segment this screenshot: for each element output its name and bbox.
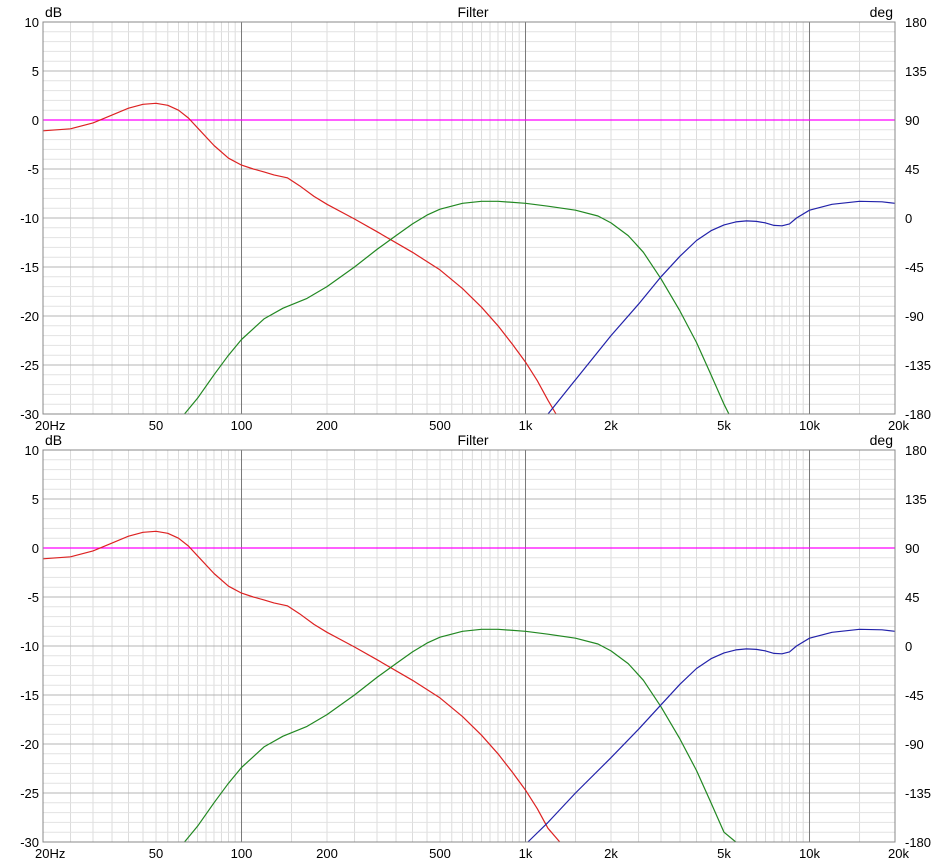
- y-tick-label: -25: [20, 358, 39, 373]
- series-line-1: [42, 102, 557, 415]
- y-tick-label: -5: [27, 162, 39, 177]
- plot-frame: [42, 21, 896, 415]
- y-tick-label: 0: [32, 113, 39, 128]
- x-tick-label: 50: [149, 846, 163, 859]
- y2-tick-label: -135: [905, 358, 931, 373]
- y2-tick-label: -90: [905, 309, 924, 324]
- y-tick-label: -10: [20, 211, 39, 226]
- x-tick-label: 200: [316, 418, 338, 432]
- x-tick-label: 2k: [604, 418, 618, 432]
- x-tick-label: 500: [429, 418, 451, 432]
- x-tick-label: 2k: [604, 846, 618, 859]
- y-axis-label: dB: [45, 432, 62, 448]
- x-tick-label: 20Hz: [35, 418, 65, 432]
- y2-tick-label: 90: [905, 541, 919, 556]
- x-tick-label: 50: [149, 418, 163, 432]
- y-tick-label: -20: [20, 737, 39, 752]
- series-line-3: [547, 200, 896, 415]
- x-tick-label: 20Hz: [35, 846, 65, 859]
- y2-tick-label: -180: [905, 835, 931, 850]
- y2-tick-label: 0: [905, 211, 912, 226]
- x-tick-label: 1k: [519, 846, 533, 859]
- x-tick-label: 20k: [888, 846, 909, 859]
- y-tick-label: -30: [20, 835, 39, 850]
- plot-frame: [42, 449, 896, 843]
- x-tick-label: 200: [316, 846, 338, 859]
- series-group: [42, 530, 896, 843]
- x-tick-label: 5k: [717, 418, 731, 432]
- y-tick-label: -10: [20, 639, 39, 654]
- series-line-2: [184, 628, 737, 843]
- filter-chart-top: 1050-5-10-15-20-25-3018013590450-45-90-1…: [20, 4, 931, 432]
- y2-tick-label: -135: [905, 786, 931, 801]
- y2-tick-label: 0: [905, 639, 912, 654]
- y2-axis-label: deg: [870, 432, 893, 448]
- y-axis-label: dB: [45, 4, 62, 20]
- y2-tick-label: 135: [905, 492, 927, 507]
- chart-title: Filter: [457, 432, 488, 448]
- y-tick-label: 10: [25, 443, 39, 458]
- y2-tick-label: 180: [905, 443, 927, 458]
- x-tick-label: 500: [429, 846, 451, 859]
- series-group: [42, 102, 896, 415]
- series-line-3: [527, 628, 896, 843]
- y-tick-label: -15: [20, 260, 39, 275]
- y-tick-label: 5: [32, 492, 39, 507]
- y-tick-label: 10: [25, 15, 39, 30]
- y2-tick-label: 45: [905, 590, 919, 605]
- y2-tick-label: -90: [905, 737, 924, 752]
- y2-tick-label: -180: [905, 407, 931, 422]
- y-tick-label: -25: [20, 786, 39, 801]
- y2-tick-label: 90: [905, 113, 919, 128]
- series-line-1: [42, 530, 561, 843]
- y2-tick-label: -45: [905, 260, 924, 275]
- filter-chart-bottom: 1050-5-10-15-20-25-3018013590450-45-90-1…: [20, 432, 931, 859]
- y-tick-label: -15: [20, 688, 39, 703]
- y2-axis-label: deg: [870, 4, 893, 20]
- x-tick-label: 1k: [519, 418, 533, 432]
- x-tick-label: 5k: [717, 846, 731, 859]
- x-tick-label: 20k: [888, 418, 909, 432]
- series-line-2: [184, 200, 730, 415]
- y2-tick-label: -45: [905, 688, 924, 703]
- y2-tick-label: 180: [905, 15, 927, 30]
- x-tick-label: 10k: [799, 418, 820, 432]
- x-tick-label: 100: [231, 418, 253, 432]
- y2-tick-label: 45: [905, 162, 919, 177]
- y-tick-label: 5: [32, 64, 39, 79]
- chart-title: Filter: [457, 4, 488, 20]
- y-tick-label: -20: [20, 309, 39, 324]
- y-tick-label: 0: [32, 541, 39, 556]
- x-tick-label: 10k: [799, 846, 820, 859]
- x-tick-label: 100: [231, 846, 253, 859]
- y-tick-label: -30: [20, 407, 39, 422]
- y2-tick-label: 135: [905, 64, 927, 79]
- y-tick-label: -5: [27, 590, 39, 605]
